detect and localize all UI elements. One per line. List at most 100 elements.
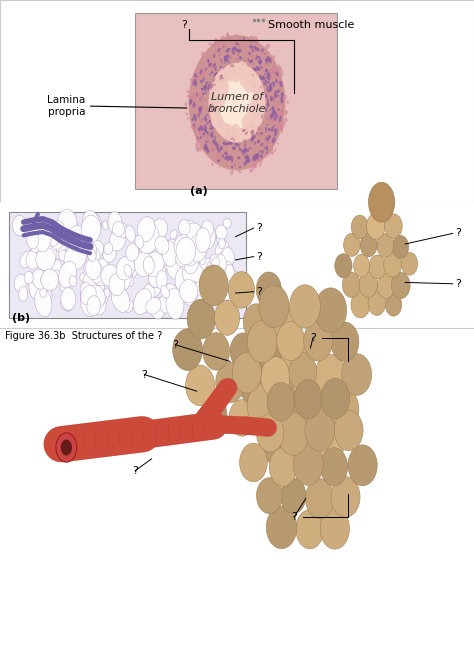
Circle shape [305, 410, 335, 452]
Ellipse shape [63, 296, 72, 311]
Ellipse shape [243, 37, 245, 40]
Ellipse shape [223, 66, 227, 70]
Circle shape [342, 272, 361, 298]
Ellipse shape [266, 151, 268, 154]
Ellipse shape [273, 125, 274, 127]
Circle shape [216, 79, 229, 97]
Ellipse shape [204, 115, 207, 122]
Ellipse shape [109, 229, 126, 251]
Circle shape [239, 443, 267, 482]
Ellipse shape [215, 46, 218, 54]
Ellipse shape [205, 127, 207, 131]
Ellipse shape [237, 67, 241, 70]
Circle shape [244, 75, 256, 93]
Ellipse shape [275, 105, 277, 108]
Ellipse shape [254, 42, 255, 44]
Ellipse shape [267, 99, 269, 102]
Ellipse shape [207, 150, 210, 154]
Ellipse shape [148, 278, 161, 296]
Ellipse shape [196, 293, 206, 309]
Ellipse shape [125, 300, 133, 312]
Text: (b): (b) [12, 313, 30, 323]
Ellipse shape [216, 157, 219, 164]
Ellipse shape [272, 105, 274, 111]
Ellipse shape [219, 147, 221, 151]
Ellipse shape [199, 106, 202, 114]
Ellipse shape [79, 249, 85, 259]
Ellipse shape [232, 65, 235, 68]
Ellipse shape [249, 168, 253, 172]
Circle shape [360, 233, 377, 257]
Ellipse shape [111, 286, 130, 312]
Ellipse shape [273, 109, 276, 115]
Ellipse shape [230, 278, 239, 290]
Ellipse shape [225, 151, 228, 159]
Ellipse shape [200, 69, 202, 74]
Circle shape [351, 215, 368, 239]
Circle shape [229, 66, 241, 82]
Ellipse shape [240, 158, 243, 163]
Ellipse shape [267, 118, 268, 120]
Ellipse shape [95, 259, 111, 284]
Ellipse shape [221, 35, 225, 38]
Ellipse shape [257, 112, 259, 117]
Ellipse shape [60, 280, 71, 292]
Ellipse shape [251, 59, 253, 64]
Ellipse shape [81, 286, 93, 302]
Ellipse shape [230, 57, 231, 60]
Ellipse shape [179, 285, 189, 297]
Ellipse shape [212, 43, 218, 46]
Ellipse shape [265, 81, 267, 82]
Ellipse shape [201, 119, 203, 121]
Ellipse shape [137, 217, 155, 241]
Ellipse shape [236, 143, 239, 147]
Ellipse shape [206, 122, 209, 125]
Ellipse shape [40, 287, 47, 298]
Ellipse shape [265, 69, 267, 73]
Ellipse shape [35, 288, 52, 317]
Ellipse shape [245, 156, 248, 159]
Ellipse shape [210, 132, 213, 136]
Ellipse shape [233, 72, 237, 74]
Ellipse shape [193, 82, 195, 85]
Ellipse shape [269, 89, 271, 93]
Ellipse shape [249, 147, 251, 149]
Ellipse shape [273, 140, 274, 142]
Ellipse shape [141, 297, 152, 313]
Ellipse shape [215, 143, 219, 148]
Ellipse shape [223, 46, 225, 48]
Ellipse shape [281, 92, 283, 96]
Ellipse shape [249, 166, 251, 168]
Circle shape [296, 510, 324, 549]
Ellipse shape [279, 121, 283, 131]
Ellipse shape [210, 254, 219, 266]
Ellipse shape [263, 82, 264, 85]
Ellipse shape [179, 219, 190, 235]
Text: Smooth muscle: Smooth muscle [268, 20, 354, 30]
Ellipse shape [156, 270, 167, 290]
Ellipse shape [211, 162, 213, 166]
Ellipse shape [224, 151, 228, 156]
Ellipse shape [81, 215, 101, 243]
Ellipse shape [256, 132, 258, 135]
Ellipse shape [195, 67, 200, 74]
Ellipse shape [259, 48, 263, 54]
Ellipse shape [277, 143, 279, 145]
Ellipse shape [227, 143, 229, 145]
Ellipse shape [281, 95, 283, 104]
Ellipse shape [27, 232, 39, 249]
Ellipse shape [286, 111, 288, 113]
Ellipse shape [214, 138, 216, 140]
Ellipse shape [278, 64, 283, 77]
Ellipse shape [272, 111, 274, 117]
Text: Lamina
propria: Lamina propria [47, 95, 85, 117]
Ellipse shape [229, 74, 233, 76]
Ellipse shape [87, 285, 105, 308]
Ellipse shape [194, 131, 198, 135]
Ellipse shape [226, 143, 229, 145]
Ellipse shape [248, 58, 249, 60]
Ellipse shape [162, 240, 172, 258]
Ellipse shape [261, 150, 264, 154]
Ellipse shape [266, 60, 268, 62]
Ellipse shape [70, 249, 79, 263]
